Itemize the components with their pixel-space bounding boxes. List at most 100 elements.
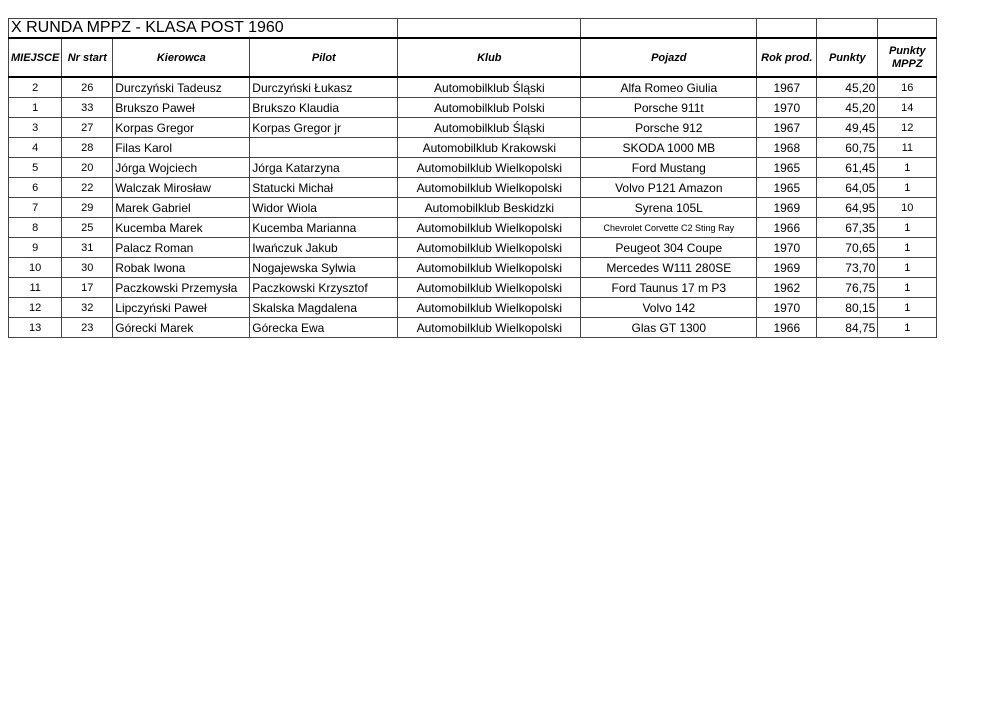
cell-kierowca: Brukszo Paweł bbox=[112, 97, 251, 118]
cell-nr-start: 31 bbox=[61, 237, 114, 258]
cell-pilot: Skalska Magdalena bbox=[249, 297, 399, 318]
header-pojazd: Pojazd bbox=[580, 37, 758, 78]
cell-miejsce: 1 bbox=[7, 97, 63, 118]
cell-pilot bbox=[249, 137, 399, 158]
cell-rok-prod: 1967 bbox=[756, 76, 818, 98]
cell-kierowca: Palacz Roman bbox=[112, 237, 251, 258]
cell-klub: Automobilklub Wielkopolski bbox=[397, 237, 582, 258]
cell-klub: Automobilklub Wielkopolski bbox=[397, 157, 582, 178]
cell-punkty-mppz: 1 bbox=[877, 177, 938, 198]
cell-miejsce: 3 bbox=[7, 117, 63, 138]
cell-rok-prod: 1970 bbox=[756, 97, 818, 118]
cell-punkty-mppz: 16 bbox=[877, 76, 938, 98]
cell-rok-prod: 1970 bbox=[756, 237, 818, 258]
table-row: 2 26 Durczyński Tadeusz Durczyński Łukasz Au… bbox=[7, 76, 938, 98]
header-pilot: Pilot bbox=[249, 37, 399, 78]
cell-kierowca: Jórga Wojciech bbox=[112, 157, 251, 178]
cell-kierowca: Marek Gabriel bbox=[112, 197, 251, 218]
cell-pilot: Nogajewska Sylwia bbox=[249, 257, 399, 278]
cell-klub: Automobilklub Polski bbox=[397, 97, 582, 118]
cell-pilot: Górecka Ewa bbox=[249, 317, 399, 338]
cell-nr-start: 28 bbox=[61, 137, 114, 158]
cell-punkty-mppz: 11 bbox=[877, 137, 938, 158]
header-nr-start: Nr start bbox=[61, 37, 114, 78]
cell-klub: Automobilklub Wielkopolski bbox=[397, 177, 582, 198]
cell-pojazd: Peugeot 304 Coupe bbox=[580, 237, 758, 258]
cell-miejsce: 6 bbox=[7, 177, 63, 198]
cell-miejsce: 5 bbox=[7, 157, 63, 178]
cell-kierowca: Durczyński Tadeusz bbox=[112, 76, 251, 98]
cell-miejsce: 4 bbox=[7, 137, 63, 158]
cell-miejsce: 7 bbox=[7, 197, 63, 218]
header-kierowca: Kierowca bbox=[112, 37, 251, 78]
cell-punkty: 61,45 bbox=[816, 157, 879, 178]
cell-nr-start: 33 bbox=[61, 97, 114, 118]
cell-punkty-mppz: 1 bbox=[877, 217, 938, 238]
cell-klub: Automobilklub Wielkopolski bbox=[397, 277, 582, 298]
header-row: MIEJSCE Nr start Kierowca Pilot Klub Pojazd Ro… bbox=[7, 37, 938, 78]
cell-punkty: 80,15 bbox=[816, 297, 879, 318]
header-punkty-mppz: Punkty MPPZ bbox=[877, 37, 938, 78]
cell-pojazd: SKODA 1000 MB bbox=[580, 137, 758, 158]
cell-kierowca: Górecki Marek bbox=[112, 317, 251, 338]
table-row: 11 17 Paczkowski Przemysła Paczkowski Krzys… bbox=[7, 277, 938, 298]
cell-punkty-mppz: 12 bbox=[877, 117, 938, 138]
cell-pilot: Statucki Michał bbox=[249, 177, 399, 198]
cell-pojazd: Chevrolet Corvette C2 Sting Ray bbox=[580, 217, 758, 238]
table-row: 4 28 Filas Karol Automobilklub Krakowski SKO… bbox=[7, 137, 938, 158]
cell-pilot: Paczkowski Krzysztof bbox=[249, 277, 399, 298]
table-row: 12 32 Lipczyński Paweł Skalska Magdalena Aut… bbox=[7, 297, 938, 318]
cell-pojazd: Volvo P121 Amazon bbox=[580, 177, 758, 198]
cell-punkty: 73,70 bbox=[816, 257, 879, 278]
table-row: 13 23 Górecki Marek Górecka Ewa Automobilklu… bbox=[7, 317, 938, 338]
cell-punkty-mppz: 1 bbox=[877, 157, 938, 178]
cell-pojazd: Mercedes W111 280SE bbox=[580, 257, 758, 278]
cell-miejsce: 8 bbox=[7, 217, 63, 238]
cell-punkty: 45,20 bbox=[816, 76, 879, 98]
cell-nr-start: 30 bbox=[61, 257, 114, 278]
cell-nr-start: 27 bbox=[61, 117, 114, 138]
cell-nr-start: 32 bbox=[61, 297, 114, 318]
cell-nr-start: 22 bbox=[61, 177, 114, 198]
cell-nr-start: 29 bbox=[61, 197, 114, 218]
cell-nr-start: 25 bbox=[61, 217, 114, 238]
table-row: 5 20 Jórga Wojciech Jórga Katarzyna Automobi… bbox=[7, 157, 938, 178]
cell-punkty: 67,35 bbox=[816, 217, 879, 238]
cell-kierowca: Walczak Mirosław bbox=[112, 177, 251, 198]
cell-pojazd: Volvo 142 bbox=[580, 297, 758, 318]
table-row: 3 27 Korpas Gregor Korpas Gregor jr Automobi… bbox=[7, 117, 938, 138]
cell-kierowca: Robak Iwona bbox=[112, 257, 251, 278]
cell-punkty: 76,75 bbox=[816, 277, 879, 298]
cell-rok-prod: 1968 bbox=[756, 137, 818, 158]
table-row: 10 30 Robak Iwona Nogajewska Sylwia Automobi… bbox=[7, 257, 938, 278]
table-row: 8 25 Kucemba Marek Kucemba Marianna Automobi… bbox=[7, 217, 938, 238]
title-row: X RUNDA MPPZ - KLASA POST 1960 bbox=[7, 18, 938, 39]
cell-nr-start: 26 bbox=[61, 76, 114, 98]
cell-pilot: Jórga Katarzyna bbox=[249, 157, 399, 178]
page-title: X RUNDA MPPZ - KLASA POST 1960 bbox=[7, 18, 399, 39]
cell-kierowca: Kucemba Marek bbox=[112, 217, 251, 238]
cell-nr-start: 23 bbox=[61, 317, 114, 338]
cell-rok-prod: 1966 bbox=[756, 317, 818, 338]
cell-punkty: 64,05 bbox=[816, 177, 879, 198]
cell-pojazd: Porsche 912 bbox=[580, 117, 758, 138]
cell-miejsce: 13 bbox=[7, 317, 63, 338]
table-row: 6 22 Walczak Mirosław Statucki Michał Automo… bbox=[7, 177, 938, 198]
header-punkty: Punkty bbox=[816, 37, 879, 78]
cell-rok-prod: 1969 bbox=[756, 257, 818, 278]
header-rok-prod: Rok prod. bbox=[756, 37, 818, 78]
cell-punkty: 84,75 bbox=[816, 317, 879, 338]
cell-kierowca: Filas Karol bbox=[112, 137, 251, 158]
cell-kierowca: Paczkowski Przemysła bbox=[112, 277, 251, 298]
cell-pojazd: Syrena 105L bbox=[580, 197, 758, 218]
cell-klub: Automobilklub Śląski bbox=[397, 76, 582, 98]
cell-punkty-mppz: 10 bbox=[877, 197, 938, 218]
cell-klub: Automobilklub Wielkopolski bbox=[397, 217, 582, 238]
cell-nr-start: 17 bbox=[61, 277, 114, 298]
cell-klub: Automobilklub Śląski bbox=[397, 117, 582, 138]
table-row: 1 33 Brukszo Paweł Brukszo Klaudia Automobil… bbox=[7, 97, 938, 118]
table-row: 7 29 Marek Gabriel Widor Wiola Automobilklub… bbox=[7, 197, 938, 218]
cell-pilot: Widor Wiola bbox=[249, 197, 399, 218]
cell-pilot: Brukszo Klaudia bbox=[249, 97, 399, 118]
cell-punkty-mppz: 1 bbox=[877, 277, 938, 298]
